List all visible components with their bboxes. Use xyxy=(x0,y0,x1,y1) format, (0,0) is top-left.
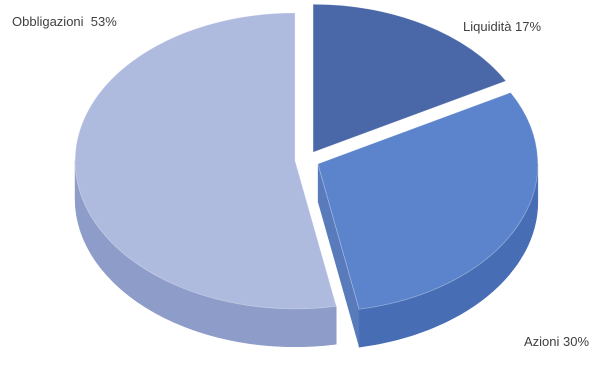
pie-slice-liquidit xyxy=(312,3,507,153)
slice-label-liquidit: Liquidità 17% xyxy=(463,19,541,34)
slice-label-obbligazioni: Obbligazioni 53% xyxy=(12,14,117,29)
slice-label-azioni: Azioni 30% xyxy=(524,334,589,349)
slice-labels: Liquidità 17% Azioni 30% Obbligazioni 53% xyxy=(12,14,589,349)
pie-slice-obbligazioni xyxy=(74,12,337,310)
pie-slice-cut-face xyxy=(317,163,360,348)
pie-slice-azioni xyxy=(317,92,539,310)
pie-top-layer xyxy=(74,3,539,310)
